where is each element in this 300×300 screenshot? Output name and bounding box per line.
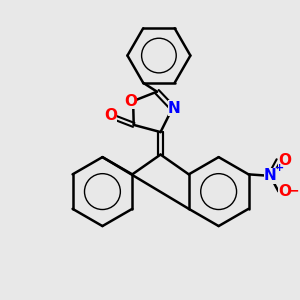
Text: O: O <box>279 153 292 168</box>
Text: −: − <box>288 183 299 197</box>
Text: O: O <box>279 184 292 199</box>
Text: O: O <box>124 94 137 109</box>
Text: N: N <box>264 168 277 183</box>
Text: O: O <box>104 108 117 123</box>
Text: +: + <box>274 163 284 173</box>
Text: N: N <box>168 100 180 116</box>
